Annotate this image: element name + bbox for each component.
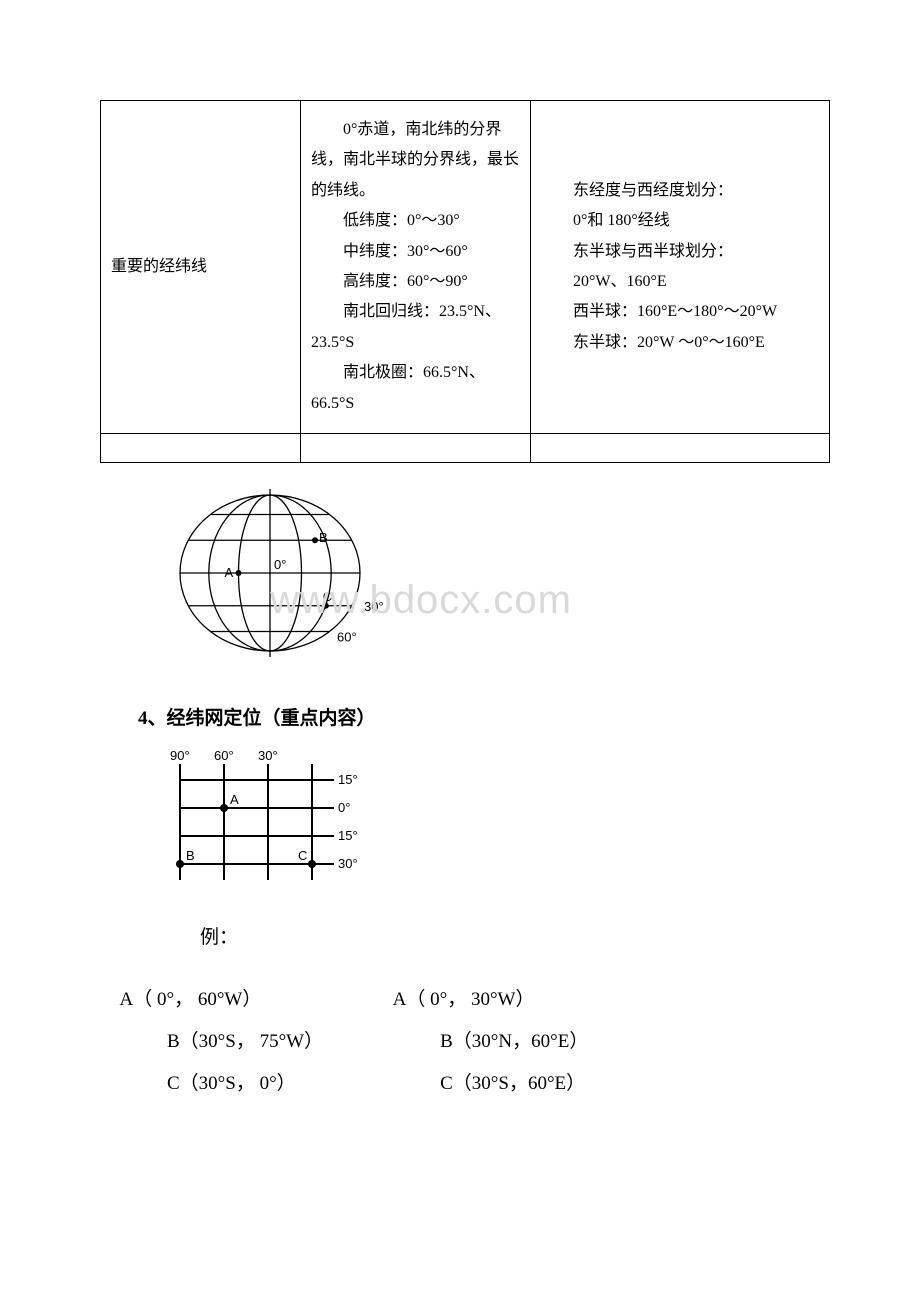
lat-line1: 低纬度：0°～30° [343,212,460,229]
lat-line3: 高纬度：60°～90° [343,273,468,290]
lat-line4: 南北回归线：23.5°N、23.5°S [311,303,501,350]
lat-line2: 中纬度：30°～60° [343,243,468,260]
svg-text:30°: 30° [258,748,278,763]
svg-text:15°: 15° [338,828,358,843]
longitude-cell: 东经度与西经度划分： 0°和 180°经线 东半球与西半球划分： 20°W、16… [531,101,830,434]
lon-line3: 20°W、160°E [573,273,667,290]
ans-right-0: A（ 0°， 30°W） [393,989,535,1010]
lon-line2: 东半球与西半球划分： [573,243,733,260]
svg-text:A: A [225,565,234,580]
svg-text:C: C [298,848,307,863]
lat-line5: 南北极圈：66.5°N、66.5°S [311,364,485,411]
svg-text:A: A [230,792,239,807]
svg-text:0°: 0° [274,557,286,572]
svg-text:30°: 30° [338,856,358,871]
ans-left-2: C（30°S， 0°） [167,1073,296,1094]
table-row-label: 重要的经纬线 [101,101,301,434]
ans-right-1: B（30°N，60°E） [440,1031,588,1052]
ans-left-0: A（ 0°， 60°W） [120,989,262,1010]
table-empty-row [101,433,830,462]
svg-text:90°: 90° [170,748,190,763]
answers-block: A（ 0°， 60°W） B（30°S， 75°W） C（30°S， 0°） A… [100,979,830,1104]
latitude-cell: 0°赤道，南北纬的分界线，南北半球的分界线，最长的纬线。 低纬度：0°～30° … [301,101,531,434]
lon-line0: 东经度与西经度划分： [573,182,733,199]
lon-line5: 东半球：20°W ～0°～160°E [573,334,765,351]
lon-line1: 0°和 180°经线 [573,212,670,229]
svg-text:0°: 0° [338,800,350,815]
row-label-text: 重要的经纬线 [111,258,207,275]
ans-right-2: C（30°S，60°E） [440,1073,585,1094]
svg-text:60°: 60° [214,748,234,763]
svg-text:60°: 60° [337,629,357,644]
grid-diagram: 90° 60° 30° 15° 0° 15° 30° A B C [160,744,830,904]
example-label: 例： [200,922,830,949]
answers-right-col: A（ 0°， 30°W） B（30°N，60°E） C（30°S，60°E） [383,979,588,1104]
globe-diagram: ABC0°30°60° [160,483,830,663]
watermark: www.bdocx.com [270,578,572,623]
section-heading: 4、经纬网定位（重点内容） [100,703,830,730]
answers-left-col: A（ 0°， 60°W） B（30°S， 75°W） C（30°S， 0°） [110,979,323,1104]
svg-text:B: B [319,530,328,545]
ans-left-1: B（30°S， 75°W） [167,1031,323,1052]
lat-line0: 0°赤道，南北纬的分界线，南北半球的分界线，最长的纬线。 [311,121,519,199]
svg-text:15°: 15° [338,772,358,787]
svg-text:B: B [186,848,195,863]
lon-line4: 西半球：160°E～180°～20°W [573,303,777,320]
lat-long-table: 重要的经纬线 0°赤道，南北纬的分界线，南北半球的分界线，最长的纬线。 低纬度：… [100,100,830,463]
